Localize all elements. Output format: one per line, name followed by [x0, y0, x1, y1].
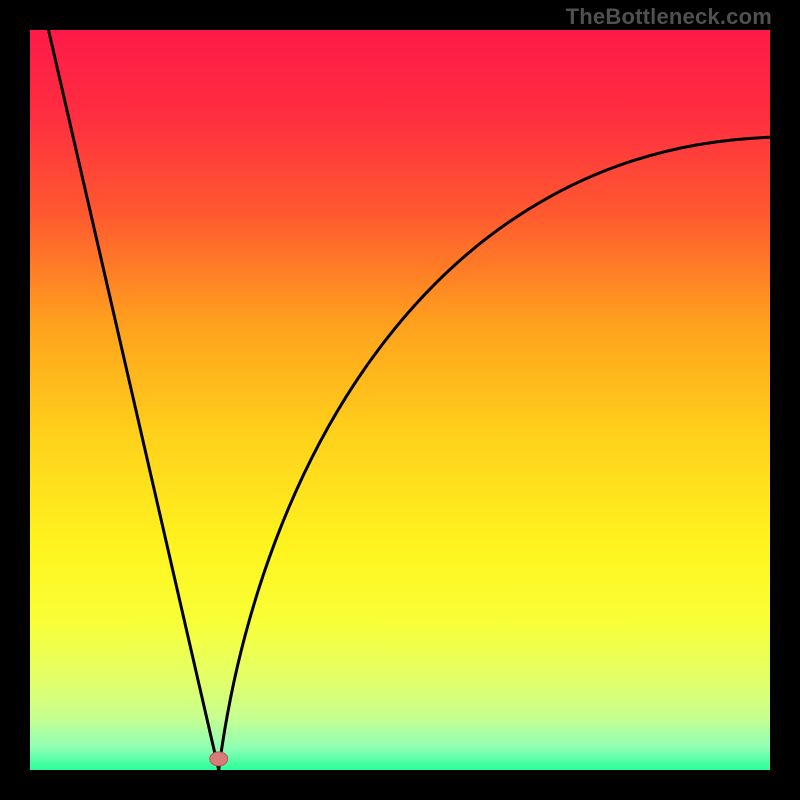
chart-frame: TheBottleneck.com — [0, 0, 800, 800]
watermark-text: TheBottleneck.com — [566, 4, 772, 30]
chart-svg — [30, 30, 770, 770]
chart-background — [30, 30, 770, 770]
vertex-marker — [210, 752, 228, 766]
plot-area — [30, 30, 770, 770]
